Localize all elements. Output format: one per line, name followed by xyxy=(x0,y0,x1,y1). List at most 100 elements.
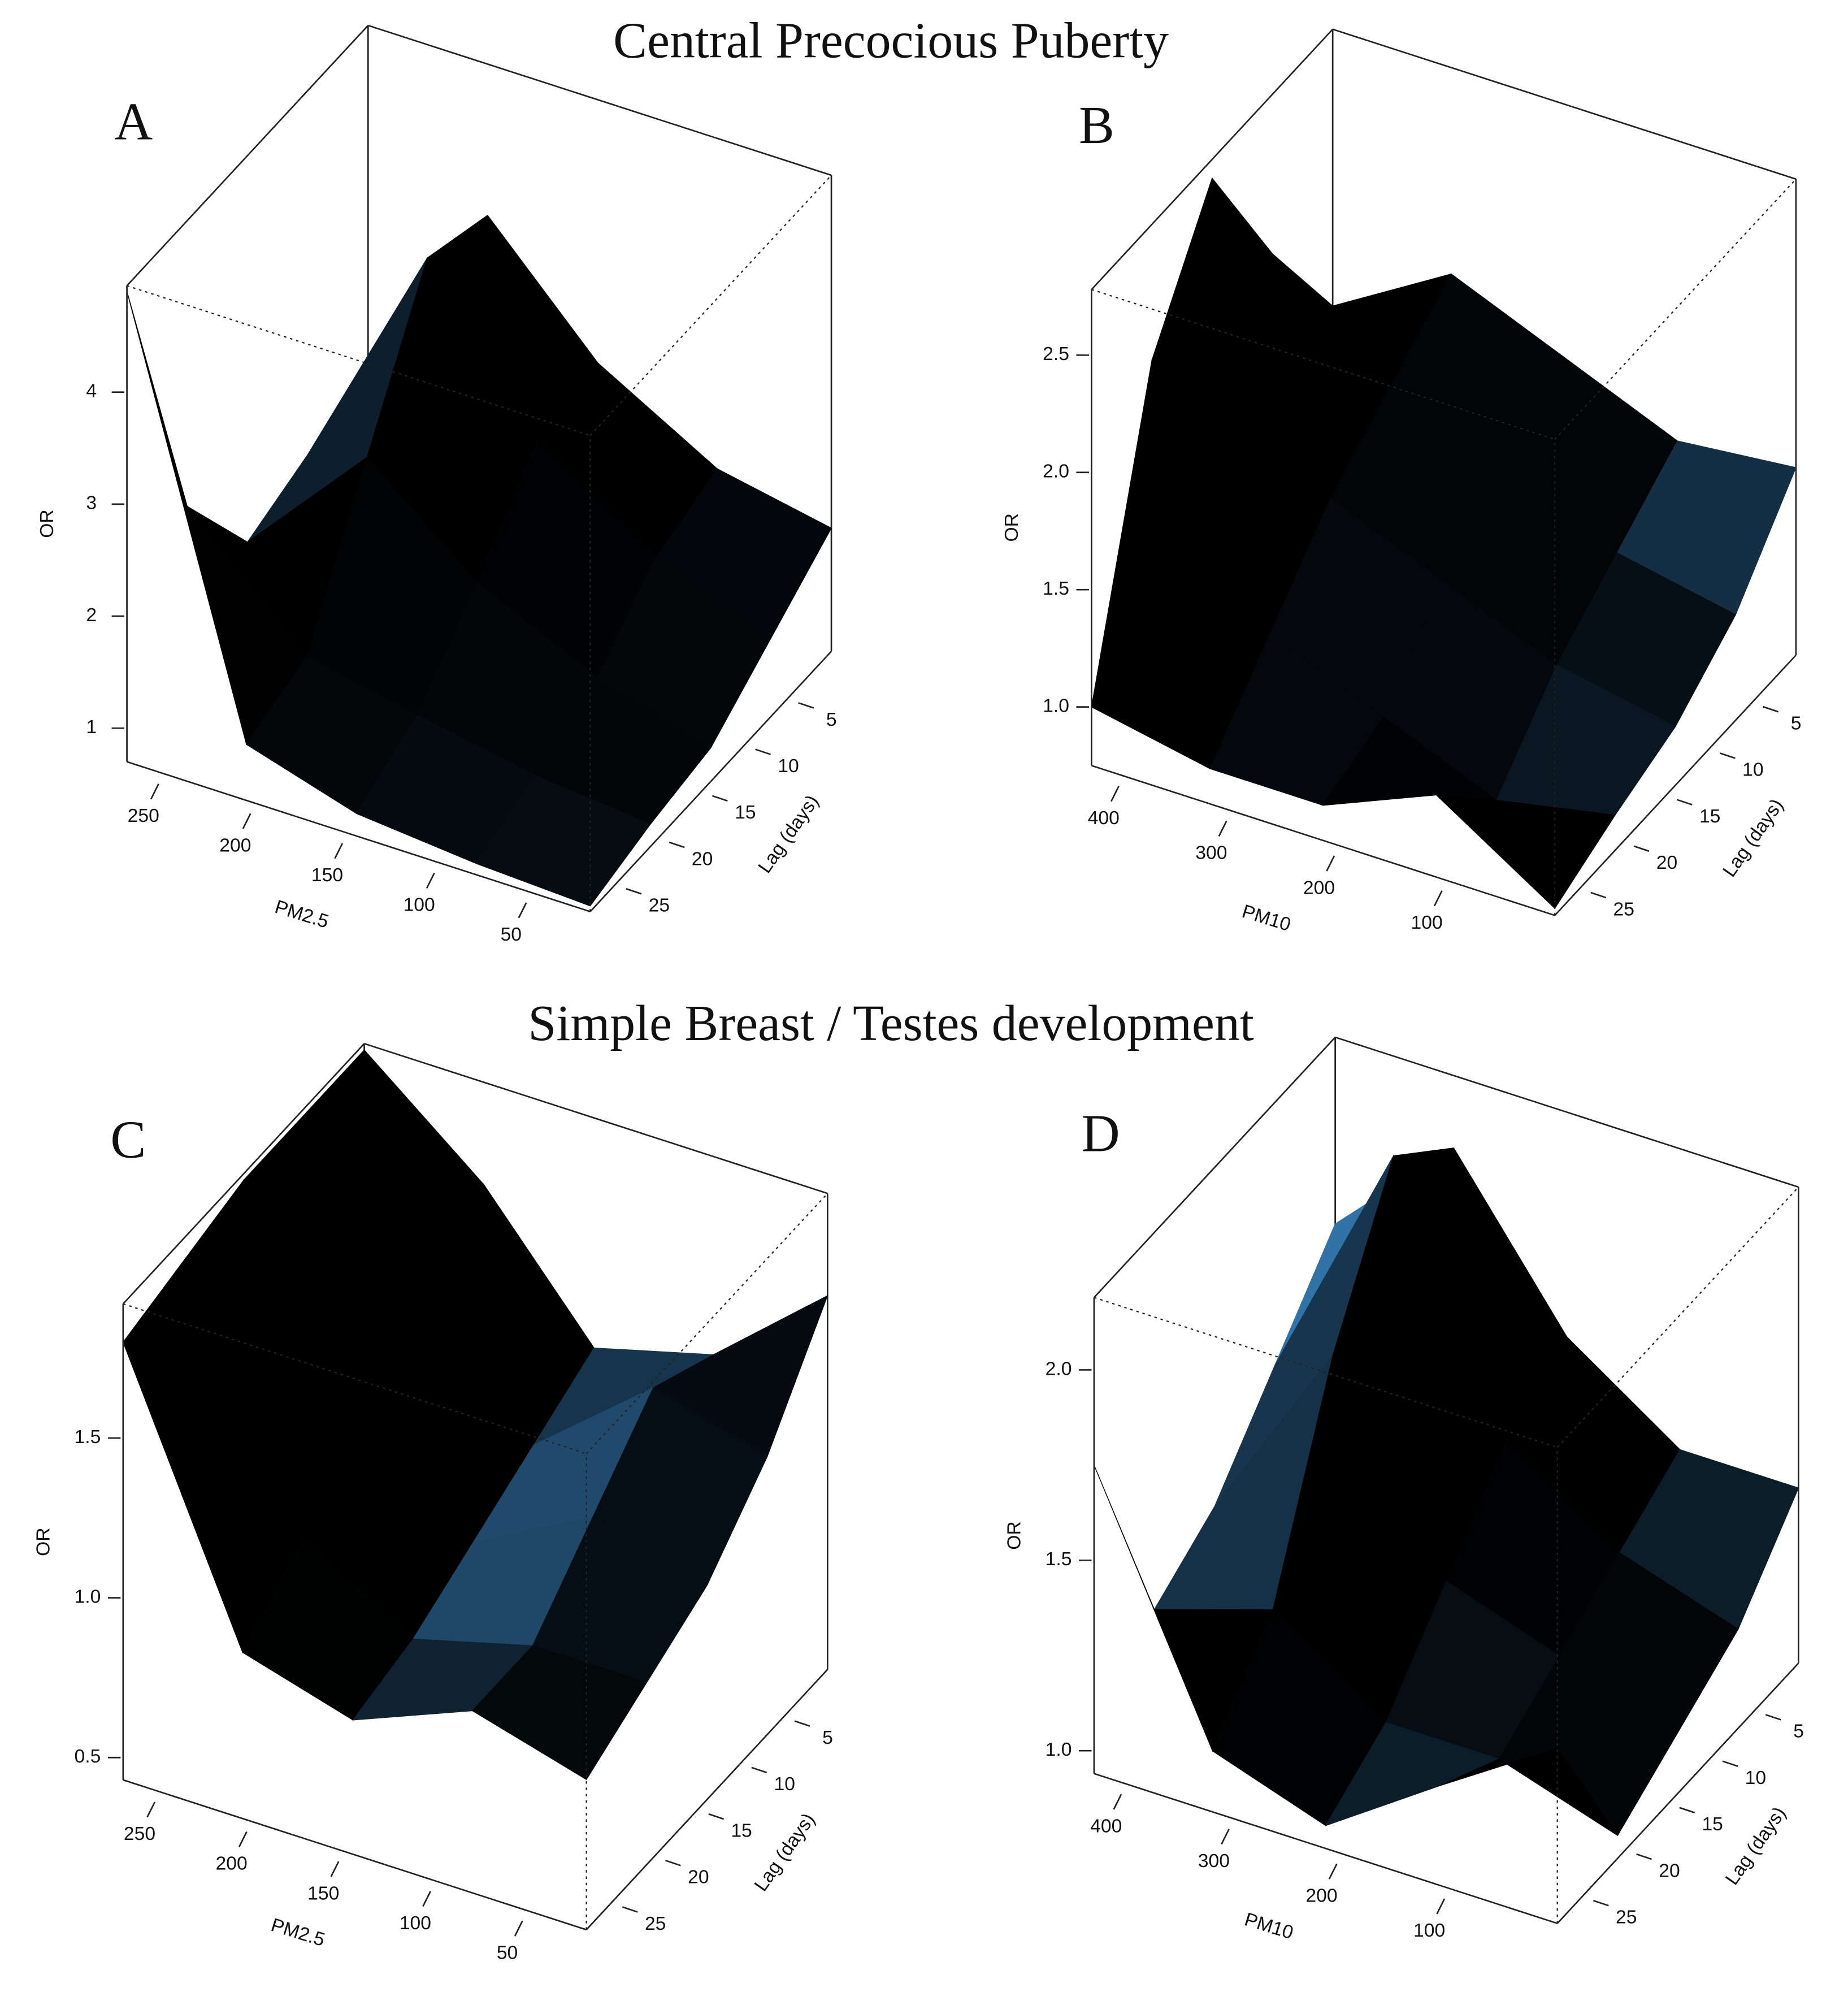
x-tick xyxy=(334,843,344,859)
y-axis-label: Lag (days) xyxy=(1721,1803,1790,1889)
x-tick xyxy=(1221,1829,1230,1845)
y-tick-label: 20 xyxy=(1656,852,1677,873)
figure-title: Central Precocious Puberty xyxy=(613,13,1169,69)
y-tick xyxy=(1679,1807,1695,1814)
y-tick xyxy=(1763,705,1779,713)
x-tick-label: 200 xyxy=(1303,877,1335,898)
box-edge xyxy=(123,1779,587,1931)
y-tick xyxy=(751,1766,767,1774)
z-axis-label: OR xyxy=(37,509,58,538)
box-edge xyxy=(126,25,369,287)
x-tick xyxy=(422,1890,432,1907)
z-tick-label: 2.0 xyxy=(1043,461,1069,482)
box-edge xyxy=(127,761,591,912)
box-edge xyxy=(364,1042,828,1194)
x-tick-label: 100 xyxy=(400,1913,431,1934)
x-tick-label: 150 xyxy=(307,1883,339,1904)
box-edge xyxy=(1091,289,1555,440)
box-edge xyxy=(589,175,832,436)
x-tick-label: 400 xyxy=(1090,1816,1122,1837)
z-tick-label: 1.5 xyxy=(75,1427,101,1448)
x-tick xyxy=(1328,1863,1338,1880)
y-tick xyxy=(665,1860,681,1867)
box-edge xyxy=(1094,1773,1558,1924)
box-edge xyxy=(1554,179,1797,440)
y-tick xyxy=(755,748,771,755)
x-tick xyxy=(150,783,159,800)
x-axis-label: PM2.5 xyxy=(272,897,331,933)
panel: 250 200 150 100 50 25 20 15 10 5 0.5 1.0 1.5 PM2.5 Lag… xyxy=(33,1042,833,1963)
x-tick-label: 300 xyxy=(1198,1851,1230,1872)
box-edge xyxy=(1554,655,1797,916)
box-edge xyxy=(1556,1662,1799,1924)
x-tick xyxy=(146,1802,156,1818)
x-tick-label: 200 xyxy=(1305,1886,1337,1907)
x-tick xyxy=(1436,1898,1446,1915)
x-tick-label: 300 xyxy=(1195,843,1227,864)
z-tick-label: 1.0 xyxy=(1043,696,1069,717)
y-tick-label: 10 xyxy=(1742,760,1763,781)
panel-label: A xyxy=(114,92,153,151)
y-tick xyxy=(794,1720,810,1727)
y-tick-label: 25 xyxy=(645,1913,666,1934)
y-tick xyxy=(1765,1714,1781,1721)
y-tick xyxy=(1593,1899,1609,1907)
box-edge xyxy=(1335,1036,1799,1188)
z-tick-label: 2.0 xyxy=(1046,1358,1072,1379)
y-tick xyxy=(1636,1853,1652,1860)
box-edge xyxy=(1091,28,1334,291)
box-edge xyxy=(1091,765,1555,916)
y-tick xyxy=(1722,1760,1738,1767)
y-axis-label: Lag (days) xyxy=(751,1809,819,1895)
z-axis-label: OR xyxy=(1001,513,1022,542)
x-tick xyxy=(514,1920,523,1937)
y-axis-label: Lag (days) xyxy=(754,791,823,877)
surface-patch xyxy=(1435,794,1616,909)
y-tick xyxy=(712,795,728,802)
z-tick-label: 1.0 xyxy=(75,1587,101,1608)
z-tick-label: 1 xyxy=(86,717,97,738)
x-tick xyxy=(1326,855,1335,872)
x-tick xyxy=(330,1861,340,1877)
y-tick xyxy=(1633,845,1650,852)
panel: 400 300 200 100 25 20 15 10 5 1.0 1.5 2.0 PM10 Lag (d… xyxy=(1004,1036,1804,1943)
x-tick-label: 100 xyxy=(1413,1920,1445,1941)
y-tick-label: 20 xyxy=(688,1867,709,1888)
y-tick xyxy=(622,1906,638,1913)
x-axis-label: PM10 xyxy=(1242,1909,1296,1943)
y-tick-label: 15 xyxy=(1699,806,1720,827)
y-tick xyxy=(1590,891,1607,899)
panel-label: C xyxy=(110,1111,146,1170)
x-tick-label: 150 xyxy=(311,865,343,886)
z-tick-label: 2.5 xyxy=(1043,344,1069,365)
y-tick xyxy=(1720,752,1736,759)
y-tick-label: 5 xyxy=(822,1727,833,1748)
y-tick-label: 20 xyxy=(692,848,713,869)
z-tick-label: 3 xyxy=(86,493,97,514)
z-tick-label: 4 xyxy=(86,381,97,402)
box-edge xyxy=(1094,1297,1558,1448)
x-tick-label: 100 xyxy=(1411,912,1443,933)
box-edge xyxy=(585,1193,828,1454)
y-tick-label: 25 xyxy=(649,895,670,916)
x-tick-label: 50 xyxy=(497,1942,518,1963)
z-tick-label: 2 xyxy=(86,605,97,626)
y-tick xyxy=(798,702,814,709)
panel-label: D xyxy=(1081,1104,1120,1163)
z-tick-label: 0.5 xyxy=(75,1746,101,1767)
box-edge xyxy=(585,1669,828,1930)
box-edge xyxy=(122,1043,365,1305)
panel: 400 300 200 100 25 20 15 10 5 1.0 1.5 2.0 2.5 PM10 Lag… xyxy=(1001,28,1801,936)
y-tick-label: 20 xyxy=(1659,1860,1680,1881)
x-tick-label: 400 xyxy=(1088,808,1120,829)
x-tick xyxy=(1110,786,1120,802)
y-tick-label: 5 xyxy=(826,709,837,730)
x-tick xyxy=(238,1831,248,1847)
z-axis-label: OR xyxy=(1004,1521,1025,1550)
figure-title: Simple Breast / Testes development xyxy=(528,995,1253,1051)
panel-label: B xyxy=(1079,96,1114,155)
x-tick-label: 50 xyxy=(501,924,522,945)
y-tick-label: 25 xyxy=(1613,899,1634,920)
y-tick xyxy=(708,1813,725,1820)
